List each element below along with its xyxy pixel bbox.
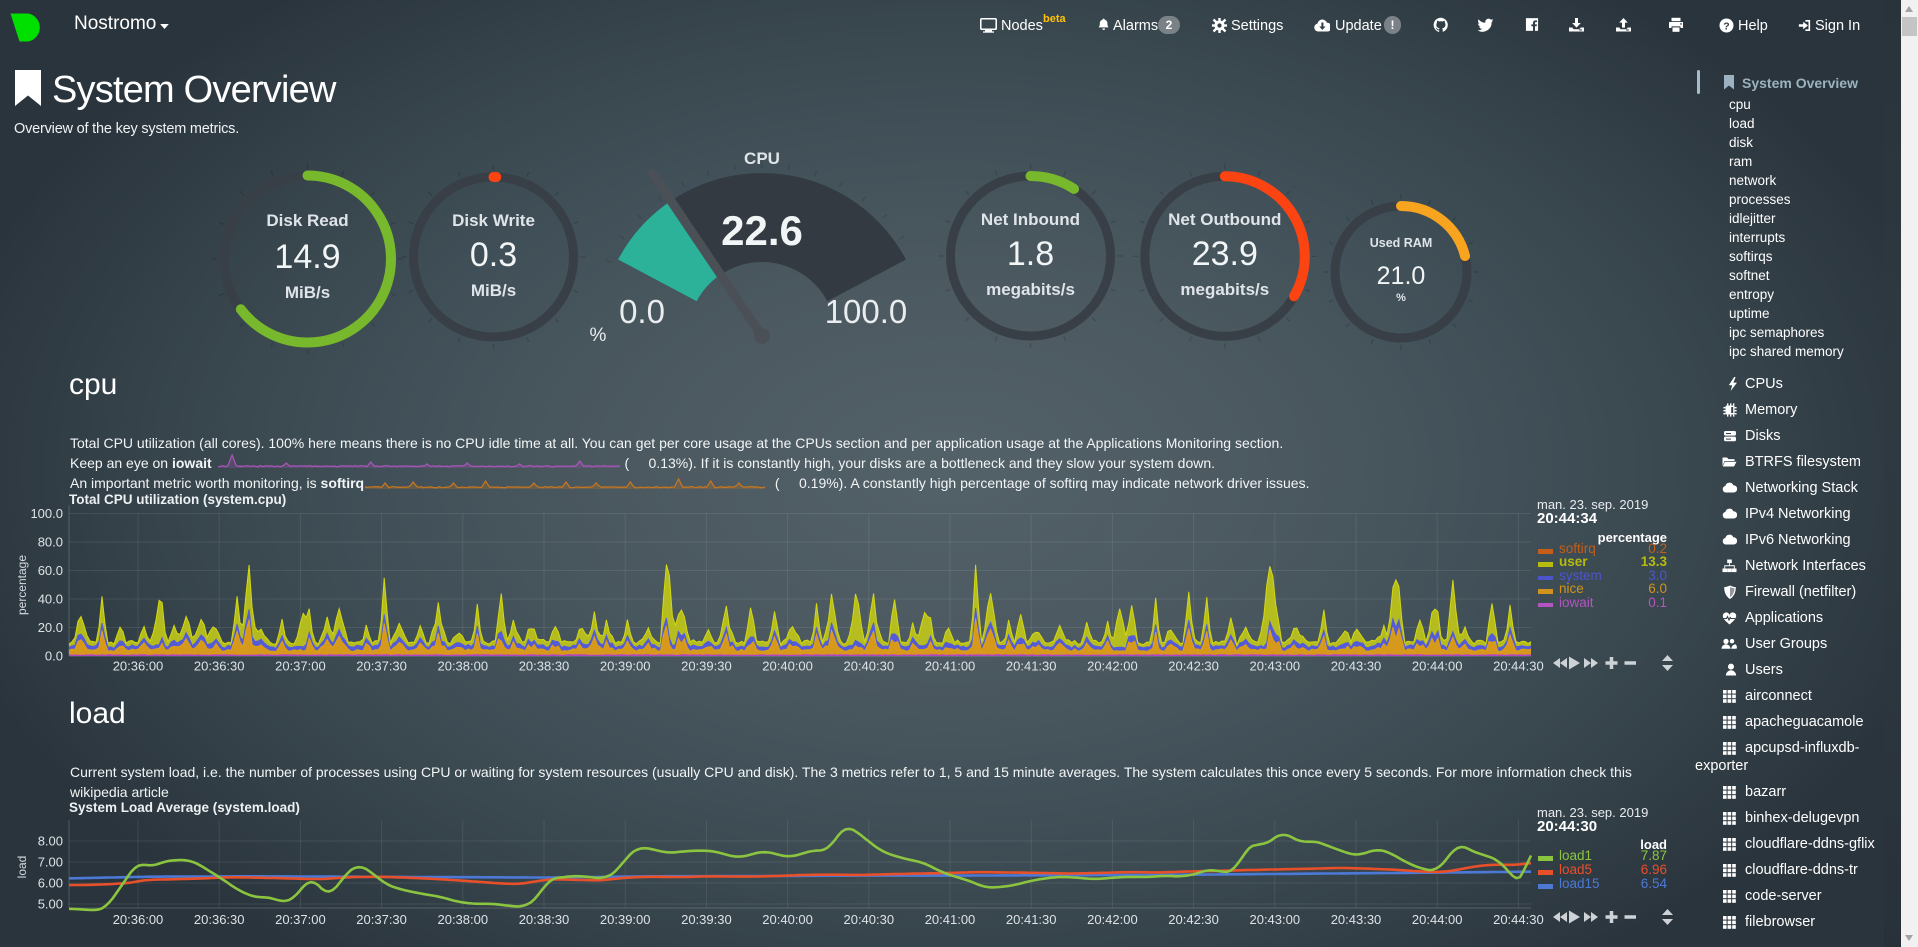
svg-text:20:37:00: 20:37:00: [275, 659, 326, 674]
svg-text:20:42:30: 20:42:30: [1168, 912, 1219, 927]
svg-text:0.0: 0.0: [45, 649, 63, 664]
svg-text:6.00: 6.00: [38, 876, 63, 891]
svg-text:20:36:30: 20:36:30: [194, 912, 245, 927]
svg-text:20:44:30: 20:44:30: [1493, 912, 1544, 927]
svg-text:8.00: 8.00: [38, 834, 63, 849]
svg-text:20:42:30: 20:42:30: [1168, 659, 1219, 674]
svg-text:20:40:00: 20:40:00: [762, 912, 813, 927]
svg-text:20:39:00: 20:39:00: [600, 659, 651, 674]
svg-text:40.0: 40.0: [38, 592, 63, 607]
svg-text:20:43:30: 20:43:30: [1331, 912, 1382, 927]
svg-text:20:38:00: 20:38:00: [437, 912, 488, 927]
svg-text:?: ?: [1723, 20, 1729, 32]
svg-text:60.0: 60.0: [38, 563, 63, 578]
svg-text:20:40:30: 20:40:30: [843, 659, 894, 674]
svg-text:20.0: 20.0: [38, 620, 63, 635]
svg-text:5.00: 5.00: [38, 897, 63, 912]
svg-text:20:38:00: 20:38:00: [437, 659, 488, 674]
svg-text:20:38:30: 20:38:30: [519, 912, 570, 927]
svg-text:20:39:30: 20:39:30: [681, 912, 732, 927]
svg-text:20:41:00: 20:41:00: [925, 659, 976, 674]
svg-text:20:40:30: 20:40:30: [843, 912, 894, 927]
svg-text:20:44:00: 20:44:00: [1412, 912, 1463, 927]
svg-text:20:43:00: 20:43:00: [1249, 659, 1300, 674]
svg-text:20:43:30: 20:43:30: [1331, 659, 1382, 674]
svg-text:20:37:30: 20:37:30: [356, 659, 407, 674]
svg-text:20:36:00: 20:36:00: [113, 659, 164, 674]
svg-text:80.0: 80.0: [38, 535, 63, 550]
svg-text:20:36:00: 20:36:00: [113, 912, 164, 927]
svg-text:100.0: 100.0: [30, 506, 63, 521]
svg-text:20:44:00: 20:44:00: [1412, 659, 1463, 674]
svg-text:20:42:00: 20:42:00: [1087, 659, 1138, 674]
svg-text:20:36:30: 20:36:30: [194, 659, 245, 674]
svg-text:20:39:00: 20:39:00: [600, 912, 651, 927]
svg-text:20:41:30: 20:41:30: [1006, 912, 1057, 927]
svg-text:20:40:00: 20:40:00: [762, 659, 813, 674]
svg-text:7.00: 7.00: [38, 855, 63, 870]
svg-text:20:41:30: 20:41:30: [1006, 659, 1057, 674]
svg-text:20:43:00: 20:43:00: [1249, 912, 1300, 927]
svg-text:20:44:30: 20:44:30: [1493, 659, 1544, 674]
svg-text:20:42:00: 20:42:00: [1087, 912, 1138, 927]
svg-text:20:39:30: 20:39:30: [681, 659, 732, 674]
svg-text:20:37:00: 20:37:00: [275, 912, 326, 927]
svg-text:20:41:00: 20:41:00: [925, 912, 976, 927]
svg-text:20:37:30: 20:37:30: [356, 912, 407, 927]
svg-text:20:38:30: 20:38:30: [519, 659, 570, 674]
